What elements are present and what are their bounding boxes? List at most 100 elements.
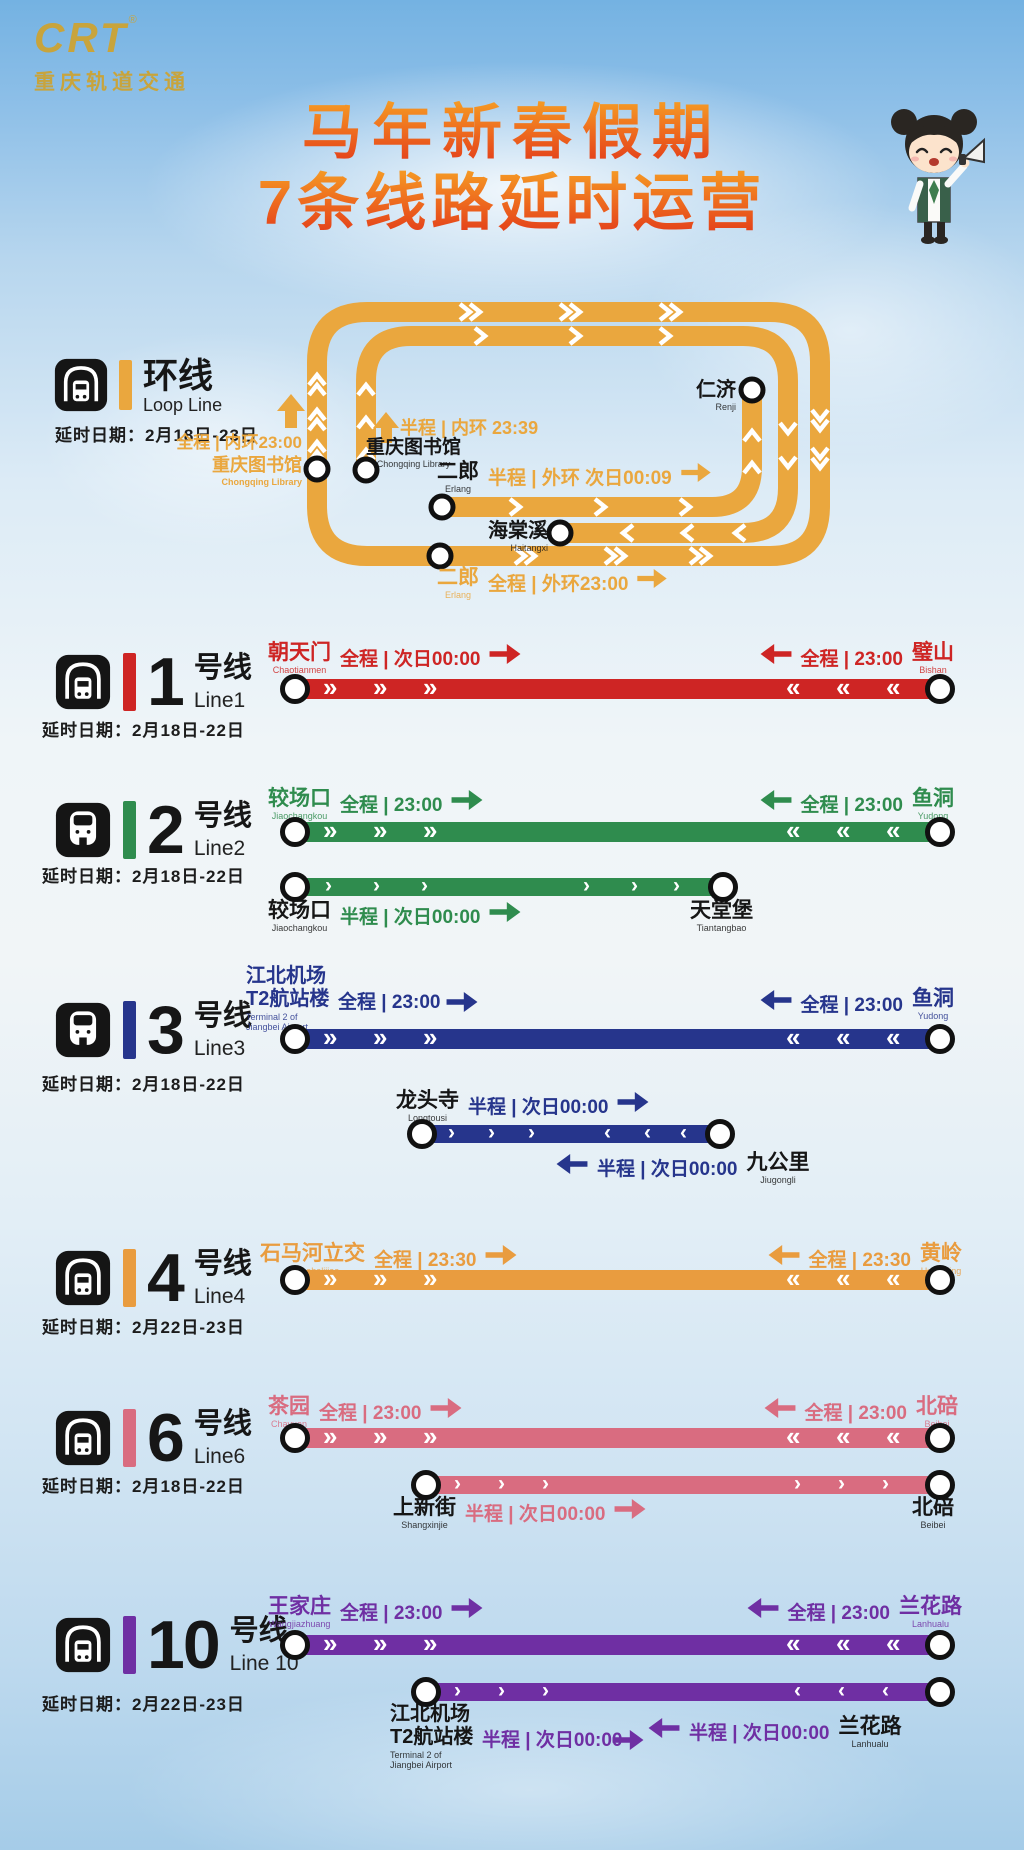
station-dot	[925, 1265, 955, 1295]
line-suffix: 号线	[193, 1248, 252, 1280]
station-name: 黄岭	[920, 1242, 962, 1265]
service-text: 全程 | 23:00	[804, 1403, 907, 1424]
service-text: 半程 | 次日00:00	[689, 1723, 830, 1744]
subway-train-icon	[55, 1617, 111, 1673]
station-name-en: Shangxinjie	[401, 1520, 448, 1530]
station-name-line2: T2航站楼	[246, 988, 330, 1010]
station-dot	[280, 674, 310, 704]
line3-full-right-label: 全程 | 23:00 鱼洞 Yudong	[760, 988, 954, 1021]
station-name-en: Yudong	[917, 1011, 949, 1021]
chevron-icon: ›	[421, 874, 428, 897]
station-name: 江北机场	[246, 965, 326, 987]
chevron-icon: ›	[498, 1472, 505, 1495]
registered-mark: ®	[128, 14, 137, 26]
line-name-en: Line1	[193, 689, 246, 712]
chevron-icon: ›	[838, 1472, 845, 1495]
chevron-icon: »	[373, 1022, 388, 1052]
loop-full-outer-label: 二郎 Erlang 全程 | 外环23:00	[437, 567, 668, 600]
station-name-en: Beibei	[920, 1520, 946, 1530]
loop-haitangxi-label: 海棠溪 Haitangxi	[488, 521, 548, 553]
line10-half-bar: › › › ‹ ‹ ‹	[426, 1679, 940, 1702]
station-name: 石马河立交	[260, 1242, 365, 1265]
right-arrow-icon	[612, 1730, 644, 1750]
station-name: 重庆图书馆	[366, 437, 462, 458]
loop-full-inner-station-en: Chongqing Library	[221, 477, 303, 488]
subway-train-icon	[55, 1410, 111, 1466]
station-dot	[925, 1470, 955, 1500]
chevron-icon: ›	[542, 1472, 549, 1495]
loop-outer-track	[307, 302, 830, 566]
right-arrow-icon	[486, 1245, 517, 1265]
chevron-icon: «	[786, 1263, 801, 1293]
station-dot	[280, 1265, 310, 1295]
chevron-icon: ›	[528, 1121, 535, 1144]
line-suffix: 号线	[229, 1615, 288, 1647]
station-dot	[407, 1119, 437, 1149]
station-dot	[280, 1630, 310, 1660]
chevron-icon: «	[786, 1628, 801, 1658]
station-dot	[925, 674, 955, 704]
station-name-en: Jiaochangkou	[271, 811, 328, 821]
left-arrow-icon	[648, 1718, 680, 1738]
subway-train-icon	[55, 654, 111, 710]
service-text: 半程 | 外环 次日00:09	[488, 468, 672, 489]
loop-spur-track	[442, 390, 762, 517]
right-arrow-icon	[637, 569, 668, 588]
line10-half-right-label: 半程 | 次日00:00 兰花路 Lanhualu	[648, 1716, 901, 1749]
chevron-icon: »	[323, 815, 338, 845]
monorail-train-icon	[55, 1002, 111, 1058]
chevron-icon: «	[886, 815, 901, 845]
chevron-icon: ›	[498, 1679, 505, 1702]
line3-half-left-label: 龙头寺 Longtousi 半程 | 次日00:00	[396, 1090, 649, 1123]
station-name: 较场口	[268, 899, 331, 922]
station-name: 北碚	[916, 1395, 958, 1418]
left-arrow-icon	[760, 644, 791, 664]
service-text: 全程 | 23:00	[340, 1603, 443, 1624]
station-dot	[925, 1677, 955, 1707]
chevron-icon: ›	[882, 1472, 889, 1495]
service-text: 全程 | 23:00	[800, 649, 903, 670]
station-name-en: Tiantangbao	[696, 923, 747, 933]
line2-full-right-label: 全程 | 23:00 鱼洞 Yudong	[760, 788, 954, 821]
line-suffix: 号线	[193, 1000, 252, 1032]
loop-full-inner-label: 全程 | 内环23:00 重庆图书馆 Chongqing Library	[120, 433, 302, 488]
line1-full-right-label: 全程 | 23:00 璧山 Bishan	[760, 642, 954, 675]
station-name-en: Yudong	[917, 811, 949, 821]
loop-line-header: 环线 Loop Line	[54, 358, 222, 415]
chevron-icon: »	[373, 1263, 388, 1293]
service-text: 全程 | 23:00	[787, 1603, 890, 1624]
station-name: 仁济	[696, 379, 736, 401]
station-name: 兰花路	[838, 1715, 902, 1738]
station-dot	[546, 519, 574, 547]
service-text: 全程 | 外环23:00	[488, 574, 629, 595]
left-arrow-icon	[760, 990, 791, 1010]
station-dot	[925, 817, 955, 847]
chevron-icon: ›	[794, 1472, 801, 1495]
chevron-icon: ‹	[838, 1679, 845, 1702]
station-dot	[280, 1423, 310, 1453]
monorail-train-icon	[55, 802, 111, 858]
service-text: 全程 | 23:00	[800, 795, 903, 816]
chevron-icon: »	[423, 1628, 438, 1658]
station-name-en: Haitangxi	[510, 543, 548, 553]
line-suffix: 号线	[193, 652, 252, 684]
line2-full-left-label: 较场口 Jiaochangkou 全程 | 23:00	[268, 788, 483, 821]
station-name-en: Wangjiazhuang	[268, 1619, 331, 1629]
line6-half-bar: › › › › › ›	[426, 1472, 940, 1495]
station-name-en: Longtousi	[407, 1113, 448, 1123]
line6-dates: 延时日期：2月18日-22日	[42, 1477, 245, 1496]
chevron-icon: ›	[454, 1472, 461, 1495]
chevron-icon: ‹	[604, 1121, 611, 1144]
chevron-icon: »	[373, 1421, 388, 1451]
chevron-icon: ‹	[680, 1121, 687, 1144]
chevron-icon: »	[323, 1628, 338, 1658]
line-color-bar	[123, 1249, 136, 1307]
service-text: 半程 | 次日00:00	[340, 907, 481, 928]
chevron-icon: »	[373, 1628, 388, 1658]
line-number: 3	[147, 992, 185, 1068]
station-name: 上新街	[393, 1496, 456, 1519]
station-name: 兰花路	[899, 1595, 962, 1618]
station-dot	[705, 1119, 735, 1149]
chevron-icon: ›	[454, 1679, 461, 1702]
subway-train-icon	[54, 358, 108, 412]
